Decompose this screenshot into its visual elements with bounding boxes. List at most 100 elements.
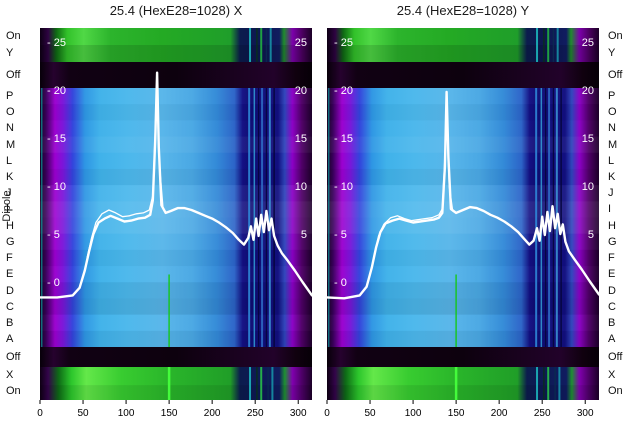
heatmap-band-offBottom [40,347,312,367]
x-tick-label: 200 [491,408,508,419]
y-tick-label-left: - 5 [334,229,347,241]
dipole-row-label: F [6,252,13,264]
dipole-row-label: X [608,369,616,381]
heatmap-vstripe [558,367,561,400]
heatmap-plot-left: - 25 25 - 20 20 - 15 15 - 10 10 - 5 5 - 0 0 50 100 150… [37,28,314,419]
heatmap-row-shade [327,298,599,315]
y-tick-label-left: - 25 [334,37,353,49]
x-tick-label: 300 [577,408,594,419]
x-tick-label: 250 [247,408,264,419]
y-tick-label-right: 20 [295,85,307,97]
dipole-row-label: On [6,30,21,42]
x-tick-label: 100 [405,408,422,419]
dipole-row-label: D [6,285,14,297]
dipole-row-label: A [608,333,616,345]
heatmap-row-shade [327,168,599,186]
profile-secondary-line [373,103,457,256]
dipole-row-label: D [608,285,616,297]
heatmap-hshade [327,385,599,400]
dipole-row-label: J [6,187,12,199]
profile-main-line [325,90,601,300]
dipole-row-label: L [6,155,13,167]
dipole-row-label: K [608,171,616,183]
heatmap-vstripe [268,88,271,347]
dipole-row-label: G [6,236,15,248]
heatmap-vstripe [552,28,554,62]
dipole-row-label: N [608,122,616,134]
heatmap-hshade [40,385,312,400]
plot-title-right: 25.4 (HexE28=1028) Y [396,3,530,18]
heatmap-vstripe [256,367,258,400]
dipole-row-label: C [6,301,14,313]
heatmap-vstripe [267,367,269,400]
heatmap-vstripe [273,88,275,347]
heatmap-row-shade [327,104,599,120]
dipole-row-label: P [6,90,14,102]
dipole-row-label: Y [6,47,14,59]
y-tick-label-right: 5 [588,229,594,241]
plot-title-left: 25.4 (HexE28=1028) X [109,3,243,18]
dipole-row-label: H [608,220,616,232]
dipole-row-label: N [6,122,14,134]
dipole-row-label: X [6,369,14,381]
heatmap-vstripe [260,367,263,400]
dipole-row-label: Off [608,69,623,81]
y-tick-label-right: 15 [582,133,594,145]
heatmap-row-shade [40,250,312,266]
dipole-row-label: L [608,155,615,167]
heatmap-vstripe [327,88,330,347]
heatmap-plot-right: - 25 25 - 20 20 - 15 15 - 10 10 - 5 5 - 0 0 50 100 150… [324,28,601,419]
heatmap-vstripe [536,367,539,400]
heatmap-row-shade [327,185,599,202]
heatmap-vstripe [455,274,457,347]
dipole-row-label: K [6,171,14,183]
x-tick-label: 50 [364,408,376,419]
heatmap-vstripe [258,88,260,347]
dipole-row-label: On [6,385,21,397]
heatmap-vstripe [547,28,550,62]
heatmap-row-shade [327,315,599,331]
heatmap-vstripe [547,367,550,400]
heatmap-vstripe [454,367,458,400]
heatmap-row-shade [40,315,312,331]
heatmap-row-shade [327,88,599,104]
heatmap-vstripe [535,88,538,347]
y-tick-label-right: 25 [582,37,594,49]
heatmap-hshade [40,45,312,62]
dipole-row-label: A [6,333,14,345]
heatmap-vstripe [543,367,545,400]
x-tick-label: 50 [77,408,89,419]
dipole-row-label: B [608,317,616,329]
y-tick-label-left: - 0 [47,277,60,289]
dipole-label-column-right: On Y Off P O N M L K J I H G F E D C B A Off X On [608,0,638,440]
heatmap-row-shade [40,88,312,104]
heatmap-row-shade [40,136,312,153]
heatmap-band-offTop [327,62,599,88]
dipole-row-label: On [608,385,623,397]
dipole-row-label: O [608,106,617,118]
dipole-row-label: On [608,30,623,42]
y-tick-label-right: 20 [582,85,594,97]
profile-secondary-line [86,79,167,258]
dipole-row-label: B [6,317,14,329]
heatmap-row-shade [40,217,312,234]
dipole-row-label: F [608,252,615,264]
x-tick-label: 300 [290,408,307,419]
y-tick-label-left: - 20 [334,85,353,97]
dipole-row-label: E [608,268,616,280]
heatmap-row-shade [40,185,312,202]
heatmap-row-shade [40,168,312,186]
heatmap-vstripe [560,88,562,347]
heatmap-row-shade [327,330,599,347]
x-tick-label: 200 [204,408,221,419]
y-tick-label-right: 5 [301,229,307,241]
heatmap-row-shade [327,234,599,250]
heatmap-vstripe [249,367,252,400]
dipole-row-label: I [608,203,612,215]
y-tick-label-left: - 10 [334,181,353,193]
dipole-label-column-left: On Y Off P O N M L K J I H G F E D C B A Off X On [6,0,36,440]
y-tick-label-left: - 15 [334,133,353,145]
dipole-row-label: O [6,106,15,118]
heatmap-vstripe [167,367,171,400]
heatmap-row-shade [40,298,312,315]
